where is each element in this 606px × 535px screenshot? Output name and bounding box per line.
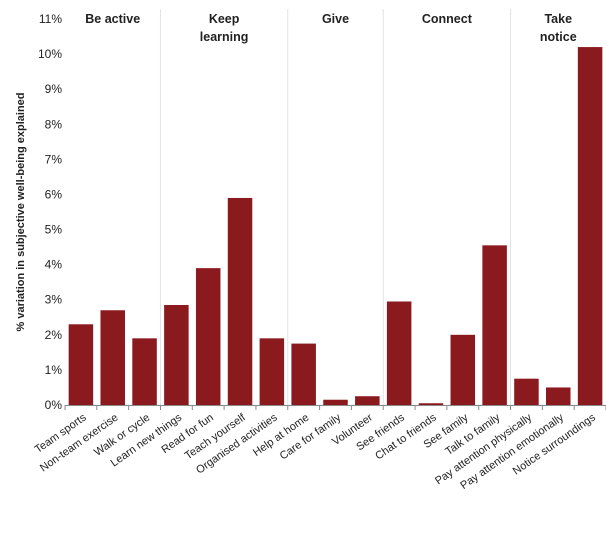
y-tick-label: 6% [45, 187, 63, 201]
y-tick-label: 0% [45, 398, 63, 412]
bar [450, 334, 476, 405]
bar [386, 301, 412, 405]
bar [482, 245, 507, 405]
bar [291, 343, 316, 405]
bars [68, 47, 603, 406]
bar [68, 324, 94, 405]
group-label: learning [200, 30, 249, 44]
y-tick-label: 5% [45, 223, 63, 237]
x-axis [64, 405, 606, 410]
y-tick-label: 3% [45, 293, 63, 307]
y-axis-label: % variation in subjective well-being exp… [15, 92, 27, 331]
group-label: Connect [422, 12, 473, 26]
y-tick-label: 4% [45, 258, 63, 272]
bar [514, 378, 539, 405]
group-label: Be active [85, 12, 140, 26]
bar [164, 304, 189, 405]
group-label: Give [322, 12, 349, 26]
bar [227, 197, 253, 405]
y-tick-label: 2% [45, 328, 63, 342]
bar [355, 396, 380, 405]
group-dividers [159, 9, 512, 405]
group-label: Keep [209, 12, 240, 26]
y-tick-label: 1% [45, 363, 63, 377]
y-axis-label-group: % variation in subjective well-being exp… [15, 92, 27, 331]
bar [195, 268, 221, 405]
bar [100, 310, 125, 405]
y-tick-label: 7% [45, 152, 63, 166]
group-labels: Be active Keep learning Give Connect Take noti… [85, 12, 576, 44]
bar [577, 47, 603, 406]
bar [323, 399, 348, 405]
y-tick-label: 11% [39, 12, 62, 26]
y-tick-label: 10% [38, 47, 62, 61]
group-label: notice [540, 30, 577, 44]
y-tick-label: 8% [45, 117, 63, 131]
y-tick-labels: 0% 1% 2% 3% 4% 5% 6% 7% 8% 9% 10% 11% [38, 12, 62, 412]
bar [546, 387, 571, 405]
y-tick-label: 9% [45, 82, 63, 96]
bar [259, 338, 285, 405]
bar [132, 338, 157, 405]
bar [418, 403, 444, 405]
group-label: Take [544, 12, 572, 26]
